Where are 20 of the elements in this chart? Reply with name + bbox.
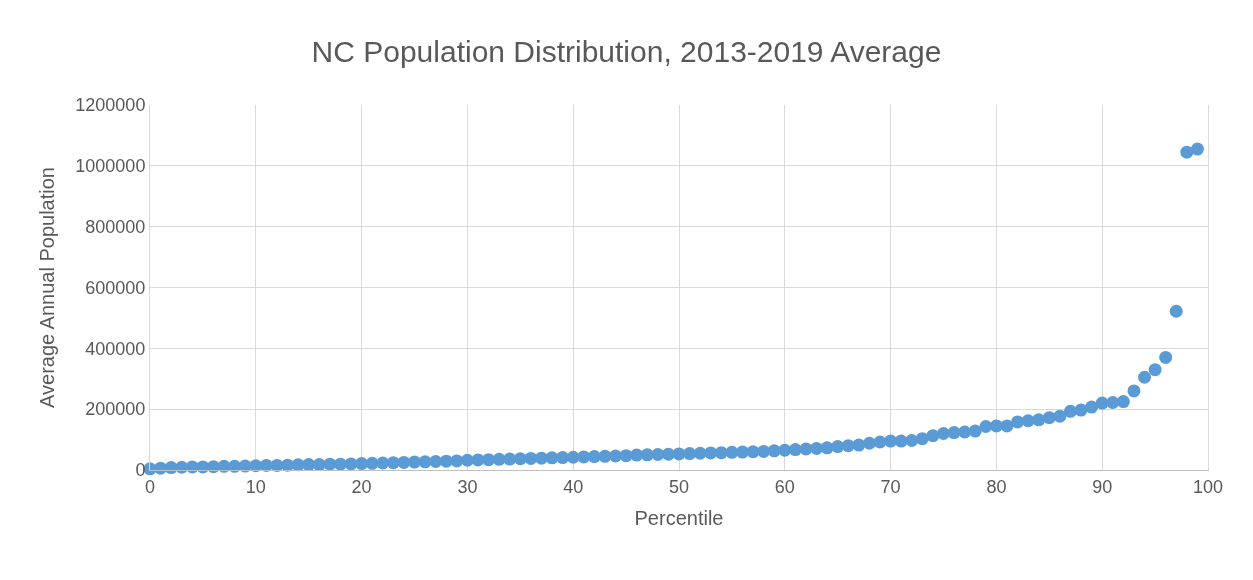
x-tick-label: 50 (668, 476, 690, 497)
y-tick-label: 200000 (85, 399, 146, 420)
y-tick-label: 800000 (85, 216, 146, 237)
x-tick-label: 60 (774, 476, 795, 497)
y-tick-label: 600000 (85, 277, 146, 298)
x-tick-label: 80 (986, 476, 1007, 497)
y-tick-label: 1000000 (75, 156, 146, 177)
x-tick-label: 10 (245, 476, 266, 497)
x-tick-label: 30 (457, 476, 478, 497)
x-tick-label: 40 (563, 476, 584, 497)
x-tick-label: 70 (880, 476, 901, 497)
x-tick-label: 100 (1192, 476, 1224, 497)
y-tick-label: 0 (135, 460, 146, 481)
x-tick-label: 20 (351, 476, 372, 497)
y-tick-label: 1200000 (75, 95, 146, 116)
y-axis-title: Average Annual Population (35, 167, 58, 408)
x-axis-title: Percentile (634, 507, 724, 530)
y-tick-label: 400000 (85, 338, 146, 359)
chart-title: NC Population Distribution, 2013-2019 Average (311, 34, 942, 68)
x-tick-label: 90 (1092, 476, 1113, 497)
